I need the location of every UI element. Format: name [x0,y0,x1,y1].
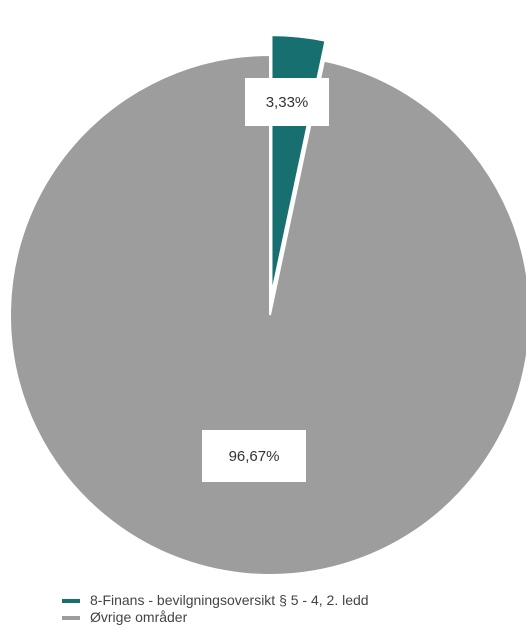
data-label-box [245,78,329,126]
data-label-text: 3,33% [266,94,309,111]
legend-swatch [62,615,80,620]
legend-item[interactable]: Øvrige områder [62,609,369,626]
legend-swatch [62,598,80,603]
pie-slice[interactable] [9,53,526,576]
legend-label: Øvrige områder [90,609,188,625]
data-label-text: 96,67% [229,448,280,465]
legend-label: 8-Finans - bevilgningsoversikt § 5 - 4, … [90,592,369,608]
data-label: 96,67% [202,430,306,482]
legend: 8-Finans - bevilgningsoversikt § 5 - 4, … [62,592,369,626]
legend-item[interactable]: 8-Finans - bevilgningsoversikt § 5 - 4, … [62,592,369,609]
data-label-box [202,430,306,482]
data-label: 3,33% [245,78,329,126]
